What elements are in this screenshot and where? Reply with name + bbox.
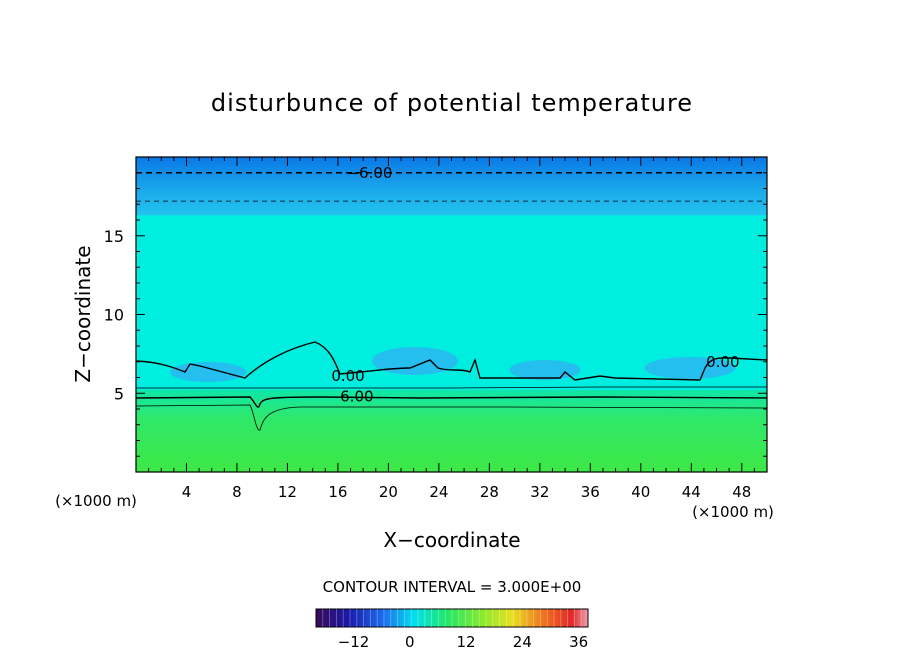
colorbar-tick-label: 0 bbox=[405, 633, 415, 651]
axis-ticks bbox=[136, 157, 767, 472]
colorbar-tick-label: 12 bbox=[457, 633, 476, 651]
colorbar-tick-labels: −12 0 12 24 36 bbox=[338, 633, 588, 651]
x-tick-label: 44 bbox=[682, 483, 701, 501]
x-tick-label: 48 bbox=[732, 483, 751, 501]
contour-label: −6.00 bbox=[346, 164, 392, 182]
x-tick-label: 12 bbox=[278, 483, 297, 501]
x-tick-label: 16 bbox=[328, 483, 347, 501]
x-axis-label: X−coordinate bbox=[383, 528, 520, 552]
contour-interval-label: CONTOUR INTERVAL = 3.000E+00 bbox=[323, 578, 582, 596]
y-tick-label: 5 bbox=[114, 384, 124, 403]
cloud-patch bbox=[644, 357, 736, 379]
contour-label: 0.00 bbox=[706, 353, 739, 371]
colorbar-stripes bbox=[322, 609, 582, 627]
colorbar-tick-label: 36 bbox=[569, 633, 588, 651]
y-tick-label: 15 bbox=[104, 227, 124, 246]
contour-label: 6.00 bbox=[340, 387, 373, 405]
contour-labels: −6.00 0.00 6.00 0.00 bbox=[331, 164, 739, 406]
y-axis-label: Z−coordinate bbox=[71, 245, 95, 382]
contour-line-pos3 bbox=[136, 386, 767, 389]
chart-title: disturbunce of potential temperature bbox=[211, 89, 693, 117]
x-tick-labels: 4 8 12 16 20 24 28 32 36 40 44 48 bbox=[182, 483, 752, 501]
contour-line-pos6 bbox=[136, 396, 767, 408]
contour-label: 0.00 bbox=[331, 367, 364, 385]
colorbar bbox=[315, 608, 589, 628]
y-tick-labels: 5 10 15 bbox=[104, 227, 124, 404]
x-tick-label: 32 bbox=[530, 483, 549, 501]
x-axis-unit-right: (×1000 m) bbox=[692, 503, 774, 521]
x-tick-label: 24 bbox=[429, 483, 448, 501]
field-upper-negative bbox=[136, 157, 767, 216]
colorbar-tick-label: −12 bbox=[338, 633, 370, 651]
plot-area bbox=[136, 157, 767, 472]
x-axis-unit-left: (×1000 m) bbox=[55, 492, 137, 510]
x-tick-label: 36 bbox=[581, 483, 600, 501]
x-tick-label: 20 bbox=[379, 483, 398, 501]
y-tick-label: 10 bbox=[104, 306, 124, 325]
x-tick-label: 4 bbox=[182, 483, 192, 501]
cloud-patch bbox=[170, 362, 246, 382]
x-tick-label: 28 bbox=[480, 483, 499, 501]
contour-line-zero bbox=[136, 341, 767, 381]
contour-lines bbox=[136, 172, 767, 431]
field-low-positive bbox=[136, 390, 767, 472]
contour-line-pos9 bbox=[136, 404, 767, 431]
cloud-patch bbox=[509, 360, 581, 380]
x-tick-label: 40 bbox=[631, 483, 650, 501]
x-tick-label: 8 bbox=[232, 483, 242, 501]
colorbar-tick-label: 24 bbox=[513, 633, 532, 651]
cloud-patches bbox=[170, 347, 736, 382]
cloud-patch bbox=[372, 347, 458, 375]
